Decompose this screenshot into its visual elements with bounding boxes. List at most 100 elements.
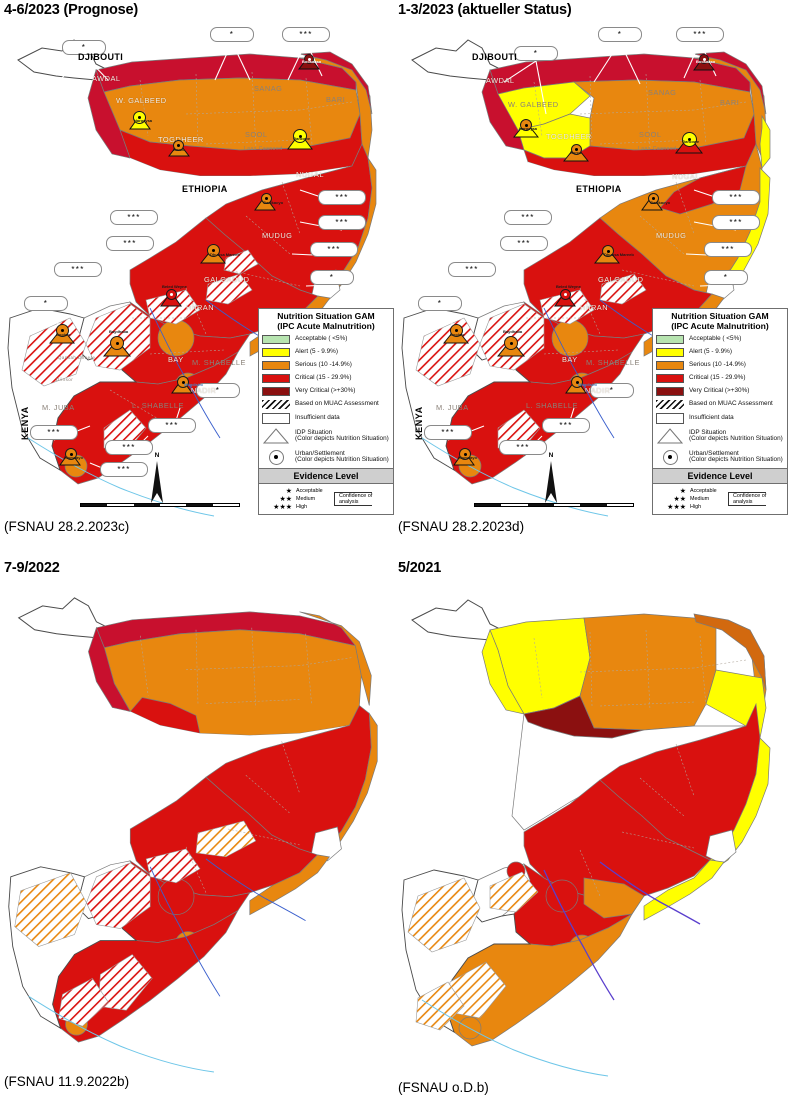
callout-stars: ***: [127, 212, 141, 222]
idp-triangle-icon: [262, 428, 290, 444]
evidence-stars-3: ★★★: [667, 504, 686, 512]
legend-swatch-alert: [262, 348, 290, 358]
legend-label-serious: Serious (10 -14.9%): [689, 361, 746, 369]
callout-bubble[interactable]: *: [62, 40, 106, 55]
callout-stars: *: [43, 298, 49, 308]
callout-bubble[interactable]: *: [310, 270, 354, 285]
panel-title: 7-9/2022: [4, 560, 60, 576]
confidence-line2: analysis: [733, 499, 753, 506]
callout-stars: *: [81, 42, 87, 52]
callout-bubble[interactable]: ***: [105, 440, 153, 455]
map-legend: Nutrition Situation GAM (IPC Acute Malnu…: [258, 308, 394, 516]
callout-bubble[interactable]: ***: [30, 425, 78, 440]
callout-bubble[interactable]: *: [590, 383, 634, 398]
callout-bubble[interactable]: ***: [110, 210, 158, 225]
legend-label-urban-1: Urban/Settlement: [689, 449, 739, 457]
confidence-line1: Confidence of: [733, 493, 767, 500]
evidence-label-2: Medium: [296, 496, 316, 503]
callout-stars: ***: [729, 217, 743, 227]
somalia-map-5-2021: [394, 578, 788, 1078]
north-arrow: N: [542, 452, 560, 510]
callout-stars: ***: [122, 442, 136, 452]
callout-bubble[interactable]: ***: [504, 210, 552, 225]
callout-bubble[interactable]: ***: [712, 190, 760, 205]
legend-swatch-acceptable: [262, 335, 290, 345]
legend-label-idp-2: (Color depicts Nutrition Situation): [689, 435, 783, 443]
callout-bubble[interactable]: *: [196, 383, 240, 398]
callout-stars: ***: [693, 29, 707, 39]
legend-label-muac: Based on MUAC Assessment: [295, 400, 379, 408]
callout-bubble[interactable]: ***: [54, 262, 102, 277]
callout-stars: ***: [729, 192, 743, 202]
legend-swatch-critical: [656, 374, 684, 384]
evidence-label-1: Acceptable: [296, 488, 323, 495]
callout-bubble[interactable]: ***: [100, 462, 148, 477]
callout-bubble[interactable]: ***: [676, 27, 724, 42]
legend-label-critical: Critical (15 - 29.9%): [689, 374, 746, 382]
legend-swatch-serious: [656, 361, 684, 371]
legend-label-critical: Critical (15 - 29.9%): [295, 374, 352, 382]
panel-bottom-left: 7-9/2022 (FSNAU 11.9.2022b): [0, 552, 394, 1105]
legend-label-alert: Alert (5 - 9.9%): [295, 348, 338, 356]
callout-bubble[interactable]: *: [514, 46, 558, 61]
north-label: N: [548, 452, 554, 459]
scale-bar: [80, 503, 240, 507]
legend-swatch-insufficient: [262, 413, 290, 425]
callout-stars: *: [617, 29, 623, 39]
legend-swatch-serious: [262, 361, 290, 371]
callout-stars: *: [229, 29, 235, 39]
legend-title-line1: Nutrition Situation GAM: [277, 311, 375, 321]
callout-stars: *: [437, 298, 443, 308]
panel-title: 1-3/2023 (aktueller Status): [398, 2, 572, 18]
callout-stars: ***: [465, 264, 479, 274]
legend-label-idp-1: IDP Situation: [689, 428, 727, 436]
confidence-line2: analysis: [339, 499, 359, 506]
callout-bubble[interactable]: ***: [310, 242, 358, 257]
callout-bubble[interactable]: *: [210, 27, 254, 42]
callout-bubble[interactable]: ***: [712, 215, 760, 230]
callout-stars: *: [533, 48, 539, 58]
evidence-label-1: Acceptable: [690, 488, 717, 495]
callout-bubble[interactable]: ***: [542, 418, 590, 433]
legend-title-line2: (IPC Acute Malnutrition): [671, 320, 769, 331]
legend-swatch-alert: [656, 348, 684, 358]
callout-bubble[interactable]: *: [704, 270, 748, 285]
callout-bubble[interactable]: *: [418, 296, 462, 311]
callout-stars: ***: [117, 464, 131, 474]
legend-label-muac: Based on MUAC Assessment: [689, 400, 773, 408]
legend-evidence-heading: Evidence Level: [259, 468, 393, 485]
north-label: N: [154, 452, 160, 459]
callout-stars: *: [609, 385, 615, 395]
callout-bubble[interactable]: ***: [500, 236, 548, 251]
callout-bubble[interactable]: ***: [148, 418, 196, 433]
evidence-stars-2: ★★: [673, 496, 686, 504]
panel-title: 4-6/2023 (Prognose): [4, 2, 138, 18]
callout-bubble[interactable]: ***: [106, 236, 154, 251]
legend-label-urban-1: Urban/Settlement: [295, 449, 345, 457]
callout-stars: ***: [441, 427, 455, 437]
callout-stars: ***: [123, 238, 137, 248]
callout-bubble[interactable]: ***: [282, 27, 330, 42]
callout-stars: ***: [299, 29, 313, 39]
callout-bubble[interactable]: ***: [318, 190, 366, 205]
idp-triangle-icon: [656, 428, 684, 444]
callout-stars: ***: [559, 420, 573, 430]
callout-stars: ***: [335, 217, 349, 227]
panel-title: 5/2021: [398, 560, 442, 576]
panel-bottom-right: 5/2021 (FSNAU o.D.b): [394, 552, 788, 1105]
urban-circle-dot-icon: [656, 448, 684, 466]
callout-bubble[interactable]: *: [598, 27, 642, 42]
map-canvas: [394, 578, 788, 1078]
callout-stars: ***: [71, 264, 85, 274]
legend-label-idp-2: (Color depicts Nutrition Situation): [295, 435, 389, 443]
callout-bubble[interactable]: ***: [704, 242, 752, 257]
callout-bubble[interactable]: ***: [448, 262, 496, 277]
legend-label-insufficient: Insufficient data: [689, 414, 734, 422]
legend-swatch-muac-hatch: [262, 400, 290, 410]
callout-stars: *: [215, 385, 221, 395]
callout-bubble[interactable]: ***: [318, 215, 366, 230]
callout-bubble[interactable]: *: [24, 296, 68, 311]
callout-bubble[interactable]: ***: [499, 440, 547, 455]
callout-bubble[interactable]: ***: [424, 425, 472, 440]
